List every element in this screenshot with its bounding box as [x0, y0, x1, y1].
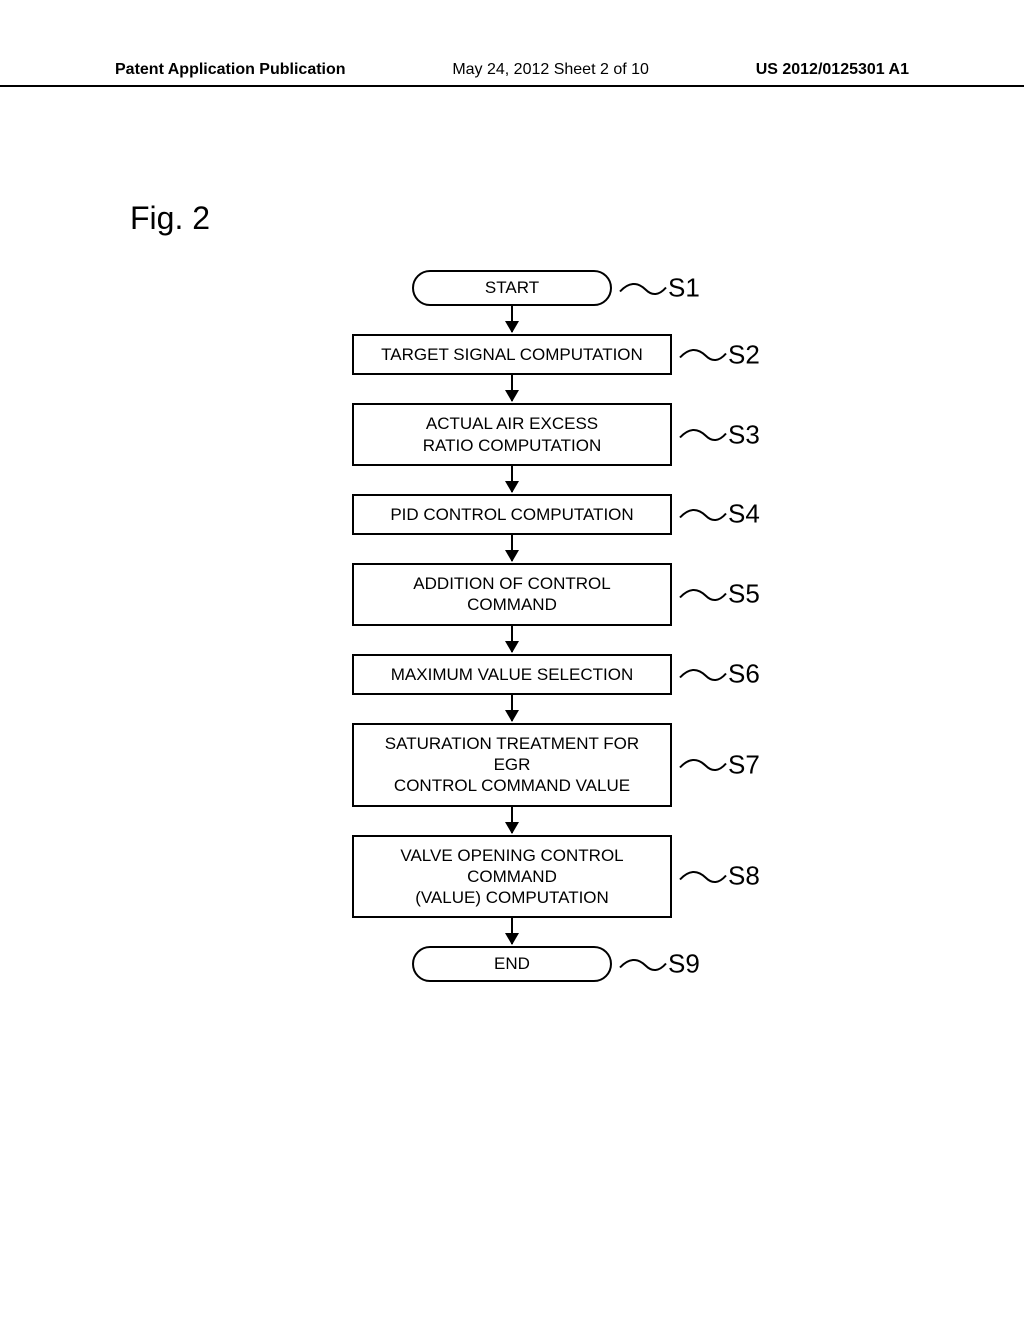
header-publication: Patent Application Publication — [115, 61, 346, 79]
flow-arrow — [0, 375, 1024, 403]
flow-step-row: START S1 — [0, 270, 1024, 306]
flow-process: VALVE OPENING CONTROL COMMAND(VALUE) COM… — [352, 835, 672, 919]
lead-line-icon — [618, 277, 668, 299]
step-label: S5 — [678, 579, 760, 610]
lead-line-icon — [678, 503, 728, 525]
flow-center-column: VALVE OPENING CONTROL COMMAND(VALUE) COM… — [352, 835, 672, 919]
flow-center-column: ACTUAL AIR EXCESSRATIO COMPUTATION — [352, 403, 672, 466]
flow-step-row: END S9 — [0, 946, 1024, 982]
lead-line-icon — [678, 663, 728, 685]
step-label: S9 — [618, 949, 700, 980]
flow-step-row: MAXIMUM VALUE SELECTION S6 — [0, 654, 1024, 695]
flow-step-row: PID CONTROL COMPUTATION S4 — [0, 494, 1024, 535]
header-patent-number: US 2012/0125301 A1 — [756, 61, 909, 79]
step-label: S7 — [678, 749, 760, 780]
page-header: Patent Application Publication May 24, 2… — [0, 85, 1024, 89]
step-id: S5 — [728, 579, 760, 610]
flow-step-row: SATURATION TREATMENT FOR EGRCONTROL COMM… — [0, 723, 1024, 807]
arrow-down-icon — [511, 807, 513, 833]
arrow-down-icon — [511, 535, 513, 561]
flow-step-row: TARGET SIGNAL COMPUTATION S2 — [0, 334, 1024, 375]
figure-label: Fig. 2 — [130, 200, 210, 237]
step-id: S3 — [728, 419, 760, 450]
lead-line-icon — [678, 424, 728, 446]
lead-line-icon — [678, 583, 728, 605]
flow-center-column: PID CONTROL COMPUTATION — [352, 494, 672, 535]
flowchart: START S1 TARGET SIGNAL COMPUTATION S2 ACTU… — [0, 270, 1024, 982]
flow-step-row: ACTUAL AIR EXCESSRATIO COMPUTATION S3 — [0, 403, 1024, 466]
arrow-down-icon — [511, 306, 513, 332]
lead-line-icon — [678, 754, 728, 776]
flow-arrow — [0, 306, 1024, 334]
step-id: S2 — [728, 339, 760, 370]
step-id: S6 — [728, 659, 760, 690]
flow-terminal: END — [412, 946, 612, 982]
arrow-down-icon — [511, 466, 513, 492]
flow-step-row: ADDITION OF CONTROL COMMAND S5 — [0, 563, 1024, 626]
flow-arrow — [0, 918, 1024, 946]
step-id: S9 — [668, 949, 700, 980]
flow-arrow — [0, 807, 1024, 835]
lead-line-icon — [618, 953, 668, 975]
flow-process: PID CONTROL COMPUTATION — [352, 494, 672, 535]
step-label: S2 — [678, 339, 760, 370]
flow-process: ADDITION OF CONTROL COMMAND — [352, 563, 672, 626]
step-label: S1 — [618, 273, 700, 304]
flow-center-column: TARGET SIGNAL COMPUTATION — [352, 334, 672, 375]
lead-line-icon — [678, 865, 728, 887]
step-id: S4 — [728, 499, 760, 530]
flow-center-column: MAXIMUM VALUE SELECTION — [352, 654, 672, 695]
flow-arrow — [0, 695, 1024, 723]
flow-center-column: SATURATION TREATMENT FOR EGRCONTROL COMM… — [352, 723, 672, 807]
step-id: S7 — [728, 749, 760, 780]
lead-line-icon — [678, 344, 728, 366]
arrow-down-icon — [511, 918, 513, 944]
flow-step-row: VALVE OPENING CONTROL COMMAND(VALUE) COM… — [0, 835, 1024, 919]
step-label: S4 — [678, 499, 760, 530]
flow-process: SATURATION TREATMENT FOR EGRCONTROL COMM… — [352, 723, 672, 807]
flow-arrow — [0, 535, 1024, 563]
page: Patent Application Publication May 24, 2… — [0, 0, 1024, 1320]
flow-process: ACTUAL AIR EXCESSRATIO COMPUTATION — [352, 403, 672, 466]
arrow-down-icon — [511, 695, 513, 721]
step-label: S8 — [678, 861, 760, 892]
header-text-row: Patent Application Publication May 24, 2… — [0, 61, 1024, 87]
step-label: S6 — [678, 659, 760, 690]
arrow-down-icon — [511, 626, 513, 652]
flow-center-column: ADDITION OF CONTROL COMMAND — [352, 563, 672, 626]
flow-arrow — [0, 466, 1024, 494]
step-id: S1 — [668, 273, 700, 304]
flow-terminal: START — [412, 270, 612, 306]
step-id: S8 — [728, 861, 760, 892]
arrow-down-icon — [511, 375, 513, 401]
flow-process: MAXIMUM VALUE SELECTION — [352, 654, 672, 695]
flow-arrow — [0, 626, 1024, 654]
flow-process: TARGET SIGNAL COMPUTATION — [352, 334, 672, 375]
step-label: S3 — [678, 419, 760, 450]
header-date-sheet: May 24, 2012 Sheet 2 of 10 — [346, 61, 756, 79]
